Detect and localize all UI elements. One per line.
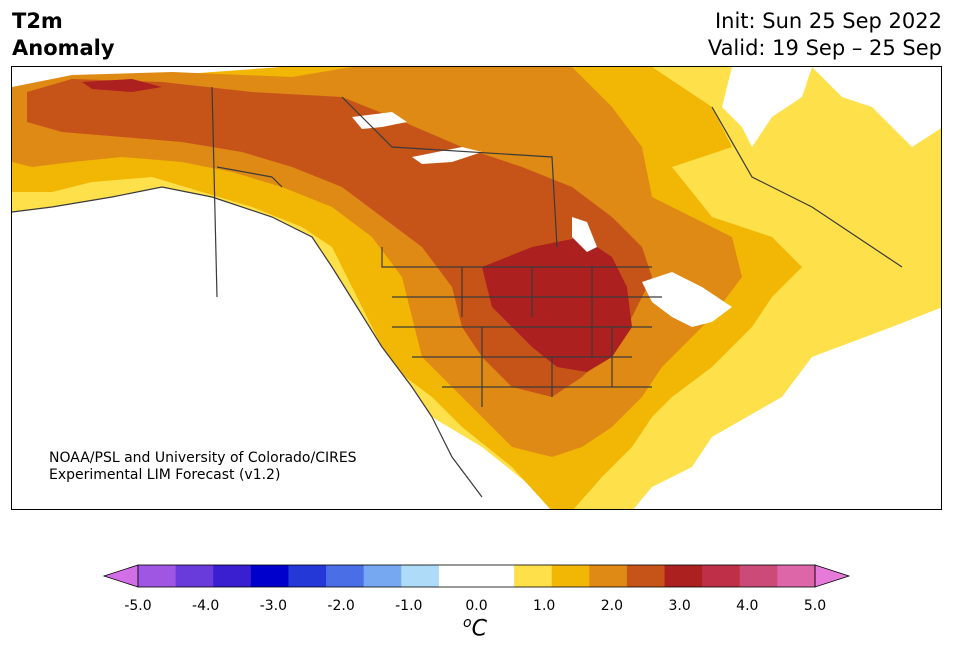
atlantic-ocean [653,307,941,509]
great-lakes [642,272,732,327]
colorbar-tick-label: 1.0 [533,598,556,614]
colorbar [102,564,851,588]
colorbar-tick-label: -1.0 [395,598,423,614]
borders [12,86,903,498]
colorbar-extend-low [102,564,139,588]
great-bear-lake [352,112,407,129]
anomaly-band-3-north [82,79,162,92]
map-title: T2m Anomaly [12,8,115,62]
colorbar-tick-label: 3.0 [668,598,691,614]
colorbar-tick-label: 2.0 [600,598,624,614]
colorbar-bin [250,565,289,587]
northeast-bay [812,67,941,147]
colorbar-unit: oC [463,615,487,641]
colorbar-bin [288,565,327,587]
colorbar-bin [138,565,177,587]
colorbar-tick-label: -5.0 [124,598,152,614]
colorbar-bin [363,565,402,587]
lake-winnipeg [572,217,597,252]
title-anomaly: Anomaly [12,36,115,60]
pacific-ocean [12,187,491,509]
colorbar-tick-label: -4.0 [192,598,220,614]
date-info: Init: Sun 25 Sep 2022 Valid: 19 Sep – 25… [708,8,942,62]
colorbar-bin [551,565,590,587]
colorbar-bin [326,565,365,587]
colorbar-bin [702,565,741,587]
anomaly-band-25 [27,79,652,397]
colorbar-outline [137,564,816,588]
credit-text: NOAA/PSL and University of Colorado/CIRE… [49,450,357,484]
valid-range: Valid: 19 Sep – 25 Sep [707,36,942,60]
anomaly-band-3 [482,237,632,372]
colorbar-tick-label: 5.0 [803,598,827,614]
hudson-bay [722,67,812,147]
colorbar-tick-label: -3.0 [259,598,288,614]
credit-line-2: Experimental LIM Forecast (v1.2) [49,467,281,483]
title-variable: T2m [12,9,63,33]
anomaly-map [12,67,941,509]
credit-line-1: NOAA/PSL and University of Colorado/CIRE… [49,450,357,466]
colorbar-bin [213,565,252,587]
colorbar-extend-high [814,564,851,588]
unit-celsius: C [471,616,487,642]
colorbar-bin [739,565,778,587]
colorbar-bin [438,565,477,587]
colorbar-bin [514,565,553,587]
colorbar-bin [476,565,515,587]
colorbar-bin [175,565,214,587]
colorbar-tick-label: -2.0 [327,598,355,614]
unit-degree: o [463,615,472,631]
map-panel [11,66,942,510]
colorbar-bin [777,565,816,587]
colorbar-bin [626,565,666,587]
colorbar-bin [401,565,440,587]
colorbar-tick-label: 4.0 [736,598,759,614]
init-date: Init: Sun 25 Sep 2022 [714,9,942,33]
colorbar-bin [664,565,703,587]
colorbar-bin [589,565,628,587]
colorbar-tick-label: 0.0 [465,598,488,614]
